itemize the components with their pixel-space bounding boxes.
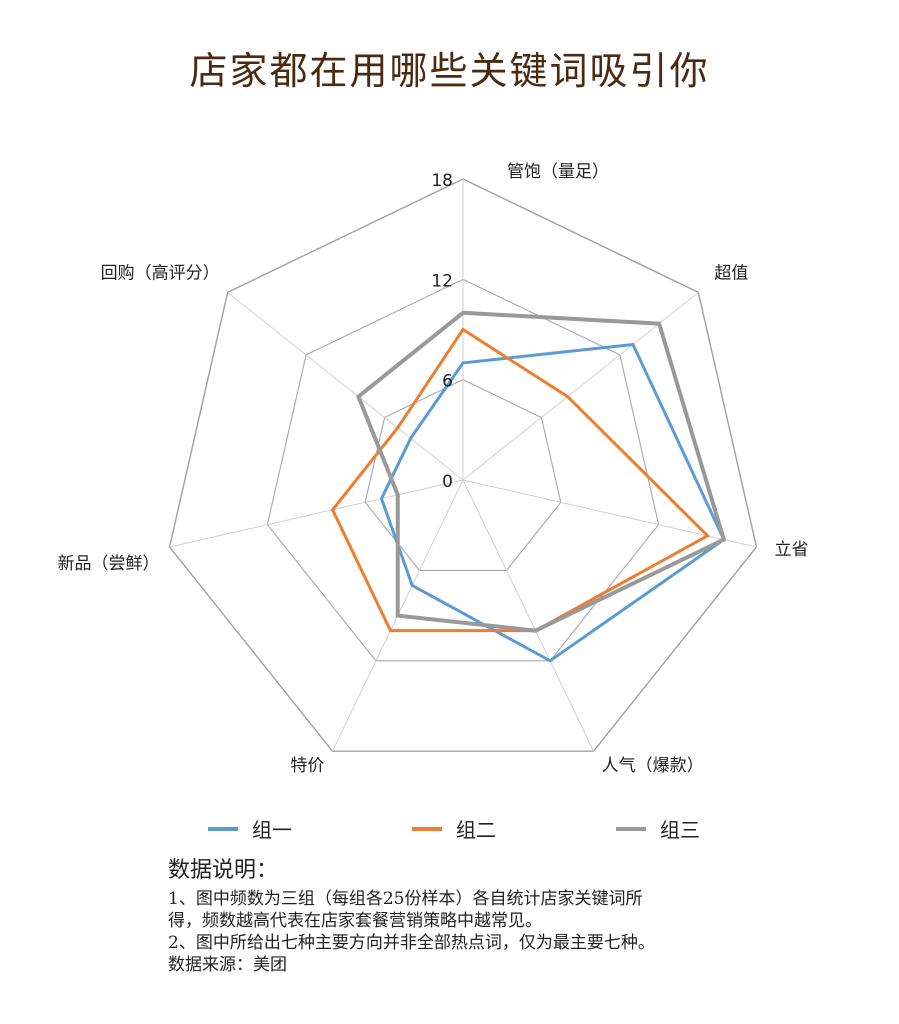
legend-label-series-3: 组三: [660, 818, 700, 842]
legend-item-series-2: 组二: [412, 814, 496, 843]
grid-spoke-6: [227, 291, 464, 481]
data-point-1-6: [410, 437, 412, 439]
data-point-3-2: [723, 539, 725, 541]
data-point-2-5: [332, 509, 334, 511]
grid-ring-2: [266, 278, 660, 662]
data-point-3-4: [397, 615, 399, 617]
data-point-1-5: [380, 498, 382, 500]
axis-label-3: 人气（爆款）: [602, 756, 704, 776]
data-point-1-3: [549, 660, 551, 662]
tick-label-0: 0: [442, 472, 453, 492]
notes-line-3: 2、图中所给出七种主要方向并非全部热点词，仅为最主要七种。: [168, 933, 655, 953]
axis-label-6: 回购（高评分）: [101, 263, 220, 283]
notes-heading: 数据说明：: [168, 858, 279, 883]
legend-item-series-1: 组一: [208, 814, 292, 843]
data-point-2-4: [389, 630, 391, 632]
data-notes: 数据说明： 1、图中频数为三组（每组各25份样本）各自统计店家关键词所 得，频数…: [168, 852, 768, 976]
tick-label-1: 6: [442, 372, 453, 392]
grid-ring-1: [364, 379, 562, 571]
data-point-1-4: [411, 584, 413, 586]
data-point-2-0: [462, 329, 464, 330]
radar-series: [330, 310, 727, 663]
series-line-3: [356, 310, 727, 633]
series-line-2: [330, 327, 711, 633]
data-point-2-2: [707, 535, 709, 537]
tick-label-3: 18: [431, 171, 453, 191]
data-point-2-6: [397, 427, 399, 429]
tick-label-2: 12: [431, 271, 453, 291]
data-point-3-1: [658, 323, 660, 325]
axis-label-4: 特价: [290, 756, 324, 776]
chart-title: 店家都在用哪些关键词吸引你: [189, 49, 710, 93]
axis-label-1: 超值: [714, 263, 748, 283]
data-point-1-1: [632, 343, 634, 345]
legend-swatch-series-1: [208, 826, 238, 831]
grid-spoke-3: [462, 479, 595, 752]
notes-line-2: 得，频数越高代表在店家套餐营销策略中越常见。: [168, 911, 542, 931]
grid-ring-3: [168, 178, 758, 752]
legend-item-series-3: 组三: [616, 814, 700, 843]
legend-swatch-series-3: [616, 826, 646, 831]
radar-grid: [168, 178, 758, 752]
data-point-3-0: [462, 312, 464, 314]
legend-label-series-2: 组二: [456, 818, 496, 842]
notes-line-1: 1、图中频数为三组（每组各25份样本）各自统计店家关键词所: [168, 889, 643, 909]
data-point-1-0: [462, 362, 464, 364]
axis-label-5: 新品（尝鲜）: [58, 554, 160, 574]
axis-label-2: 立省: [774, 540, 808, 560]
notes-line-4: 数据来源：美团: [168, 955, 287, 975]
data-point-2-1: [567, 396, 569, 398]
axis-label-0: 管饱（量足）: [507, 162, 609, 182]
data-point-3-3: [535, 630, 537, 632]
data-point-3-6: [357, 396, 359, 398]
legend-swatch-series-2: [412, 826, 442, 831]
legend-label-series-1: 组一: [252, 818, 292, 842]
data-point-3-5: [397, 494, 399, 496]
chart-legend: 组一 组二 组三: [0, 814, 899, 848]
grid-spoke-5: [169, 479, 464, 548]
